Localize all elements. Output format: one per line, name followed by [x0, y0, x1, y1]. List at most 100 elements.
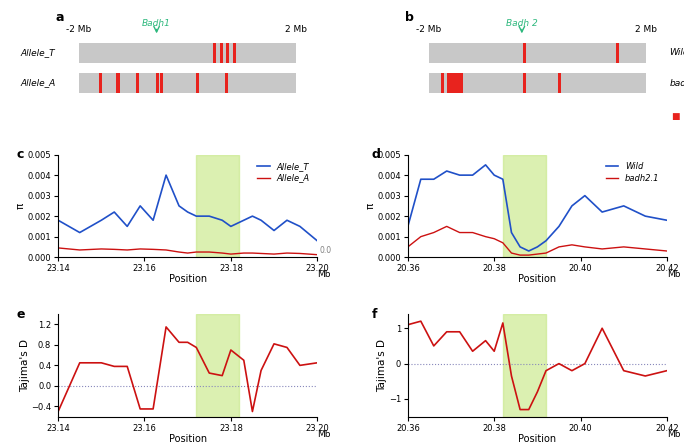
Wild — [663, 218, 671, 223]
Text: c: c — [16, 148, 24, 161]
Bar — [429, 43, 646, 63]
Bar — [523, 73, 526, 93]
Wild — [482, 162, 490, 168]
Bar — [196, 73, 199, 93]
Text: Wild: Wild — [670, 48, 684, 57]
Allele_A — [76, 247, 84, 253]
Allele_T — [270, 228, 278, 233]
Text: a: a — [55, 11, 64, 24]
badh2.1 — [499, 240, 507, 246]
Legend: Allele_T, Allele_A: Allele_T, Allele_A — [254, 159, 313, 186]
Text: e: e — [16, 308, 25, 321]
Text: b: b — [405, 11, 414, 24]
Text: Allele_T: Allele_T — [21, 48, 55, 57]
Bar — [213, 43, 216, 63]
Wild — [525, 248, 533, 254]
Allele_A — [295, 251, 304, 256]
Wild — [534, 244, 542, 250]
Bar — [557, 73, 561, 93]
Wild — [542, 238, 550, 243]
Allele_A — [97, 246, 105, 252]
Text: Mb: Mb — [667, 430, 681, 439]
Allele_T — [313, 238, 321, 243]
Bar — [503, 155, 546, 257]
Bar — [136, 73, 139, 93]
Allele_A — [257, 251, 265, 256]
Y-axis label: Tajima's D: Tajima's D — [20, 339, 29, 392]
Allele_T — [162, 172, 170, 178]
Allele_T — [136, 203, 144, 209]
Text: -2 Mb: -2 Mb — [416, 26, 441, 34]
Bar — [453, 73, 456, 93]
Allele_T — [54, 218, 62, 223]
Bar — [79, 73, 296, 93]
Allele_T — [226, 224, 235, 229]
badh2.1 — [443, 224, 451, 229]
Bar — [456, 73, 460, 93]
Allele_A — [205, 250, 213, 255]
Wild — [490, 172, 499, 178]
badh2.1 — [663, 248, 671, 254]
Allele_A — [136, 246, 144, 252]
badh2.1 — [542, 250, 550, 256]
Y-axis label: π: π — [366, 203, 376, 209]
badh2.1 — [456, 230, 464, 235]
Allele_T — [97, 218, 105, 223]
Allele_A — [283, 250, 291, 256]
Line: Allele_A: Allele_A — [58, 248, 317, 255]
Bar — [116, 73, 120, 93]
Y-axis label: Tajima's D: Tajima's D — [378, 339, 387, 392]
Bar — [450, 73, 453, 93]
Text: d: d — [371, 148, 380, 161]
Bar — [156, 73, 159, 93]
Allele_T — [110, 209, 118, 215]
X-axis label: Position: Position — [518, 275, 557, 284]
Allele_A — [54, 245, 62, 250]
Allele_T — [183, 209, 192, 215]
Line: Allele_T: Allele_T — [58, 175, 317, 241]
Wild — [469, 172, 477, 178]
Bar — [503, 314, 546, 417]
Wild — [417, 177, 425, 182]
Text: 2 Mb: 2 Mb — [285, 26, 308, 34]
Allele_A — [123, 247, 131, 253]
X-axis label: Position: Position — [518, 434, 557, 444]
Allele_A — [110, 247, 118, 252]
Wild — [456, 172, 464, 178]
Allele_A — [175, 250, 183, 255]
Allele_T — [248, 213, 256, 219]
Allele_A — [239, 250, 248, 256]
Wild — [555, 224, 563, 229]
Allele_A — [192, 250, 200, 255]
Text: f: f — [371, 308, 377, 321]
Y-axis label: π: π — [16, 203, 26, 209]
Wild — [499, 177, 507, 182]
Text: Mb: Mb — [317, 271, 330, 280]
badh2.1 — [417, 234, 425, 239]
Text: Badh1: Badh1 — [142, 19, 171, 28]
Bar — [79, 43, 296, 63]
Bar — [616, 43, 620, 63]
Bar — [226, 43, 229, 63]
badh2.1 — [490, 236, 499, 241]
Text: badh2.1: badh2.1 — [670, 78, 684, 87]
Line: Wild: Wild — [408, 165, 667, 251]
Allele_A — [226, 251, 235, 257]
Wild — [641, 213, 649, 219]
Bar — [225, 73, 228, 93]
Bar — [447, 73, 449, 93]
Wild — [516, 244, 524, 250]
Wild — [404, 224, 412, 229]
Allele_A — [248, 250, 256, 256]
Text: 2 Mb: 2 Mb — [635, 26, 657, 34]
Wild — [430, 177, 438, 182]
Wild — [443, 168, 451, 174]
Bar — [99, 73, 102, 93]
Text: Badh 2: Badh 2 — [506, 19, 538, 28]
Allele_A — [183, 250, 192, 256]
badh2.1 — [469, 230, 477, 235]
Allele_T — [283, 218, 291, 223]
Wild — [581, 193, 589, 198]
Text: -2 Mb: -2 Mb — [66, 26, 92, 34]
Wild — [620, 203, 628, 209]
